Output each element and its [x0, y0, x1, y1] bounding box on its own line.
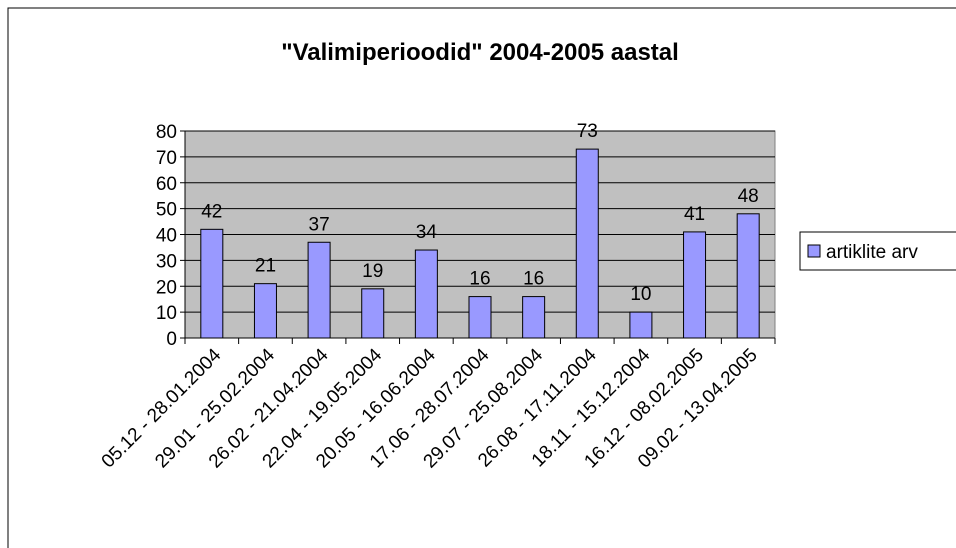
- data-label: 34: [416, 222, 438, 243]
- bar: [575, 148, 599, 339]
- bar: [736, 213, 760, 339]
- bar: [307, 241, 331, 339]
- y-tick-label: 20: [156, 277, 177, 298]
- data-label: 21: [255, 256, 276, 277]
- chart-title: "Valimiperioodid" 2004-2005 aastal: [281, 39, 679, 66]
- legend-label: artiklite arv: [826, 242, 918, 263]
- bar: [414, 249, 438, 339]
- legend-swatch: [807, 244, 821, 258]
- y-tick-label: 40: [156, 226, 177, 247]
- data-label: 16: [469, 269, 490, 290]
- y-tick-label: 80: [156, 122, 177, 143]
- data-label: 73: [577, 121, 598, 142]
- data-label: 37: [309, 214, 330, 235]
- bar: [361, 288, 385, 339]
- data-label: 19: [362, 261, 383, 282]
- bar: [683, 231, 707, 339]
- data-label: 10: [630, 284, 651, 305]
- bar: [200, 228, 224, 339]
- bar: [629, 311, 653, 339]
- legend-box: [799, 231, 956, 271]
- bar: [468, 296, 492, 339]
- data-label: 42: [201, 201, 222, 222]
- bar: [522, 296, 546, 339]
- y-tick-label: 10: [156, 303, 177, 324]
- y-tick-label: 60: [156, 174, 177, 195]
- data-label: 41: [684, 204, 705, 225]
- y-tick-label: 0: [166, 329, 177, 350]
- bar: [253, 283, 277, 339]
- y-tick-label: 70: [156, 148, 177, 169]
- y-tick-label: 30: [156, 251, 177, 272]
- y-tick-label: 50: [156, 200, 177, 221]
- data-label: 16: [523, 269, 544, 290]
- data-label: 48: [738, 186, 759, 207]
